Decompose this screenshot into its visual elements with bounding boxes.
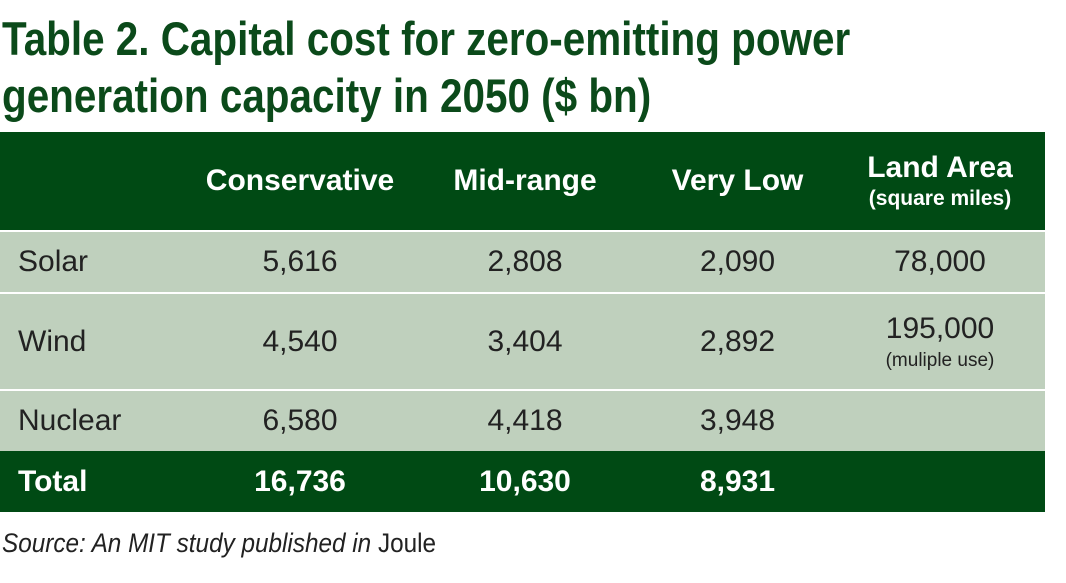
cell-very-low: 2,892 <box>699 324 776 358</box>
cell-conservative: 16,736 <box>254 464 346 498</box>
cell-mid-range: 2,808 <box>487 245 563 278</box>
cell-mid-range: 3,404 <box>487 324 563 358</box>
table-row-wind: Wind 4,540 3,404 2,892 195,000 (muliple … <box>0 292 1045 389</box>
header-land-area-label: Land Area <box>867 151 1013 184</box>
source-note: Source: An MIT study published in Joule <box>2 528 436 559</box>
source-prefix: Source: An MIT study published in <box>2 528 372 558</box>
cell-conservative: 5,616 <box>262 245 338 278</box>
row-label: Total <box>18 464 88 498</box>
cell-very-low: 3,948 <box>699 404 776 437</box>
header-land-area-unit: (square miles) <box>868 187 1012 210</box>
land-area-note: (muliple use) <box>885 349 995 371</box>
header-row: Conservative Mid-range Very Low Land Are… <box>0 132 1045 230</box>
header-mid-range: Mid-range <box>453 164 597 197</box>
cell-conservative: 4,540 <box>262 324 338 358</box>
cell-very-low: 8,931 <box>699 464 776 498</box>
source-journal: Joule <box>377 528 437 558</box>
cost-table: Conservative Mid-range Very Low Land Are… <box>0 132 1045 512</box>
cell-land-area: 195,000 (muliple use) <box>835 312 1045 372</box>
cell-conservative: 6,580 <box>262 404 338 437</box>
cell-very-low: 2,090 <box>699 245 776 278</box>
header-conservative: Conservative <box>205 164 395 197</box>
table-row-solar: Solar 5,616 2,808 2,090 78,000 <box>0 230 1045 292</box>
cell-land-area: 78,000 <box>894 245 986 278</box>
table-title: Table 2. Capital cost for zero-emitting … <box>2 10 850 124</box>
header-land-area: Land Area (square miles) <box>835 151 1045 211</box>
table-row-total: Total 16,736 10,630 8,931 <box>0 451 1045 512</box>
header-very-low: Very Low <box>671 164 804 197</box>
title-line-1: Table 2. Capital cost for zero-emitting … <box>2 12 851 65</box>
land-area-value: 195,000 <box>885 311 995 345</box>
row-label: Nuclear <box>18 404 122 437</box>
row-label: Solar <box>18 245 89 278</box>
row-label: Wind <box>18 324 87 358</box>
cell-mid-range: 4,418 <box>487 404 563 437</box>
cell-mid-range: 10,630 <box>479 464 571 498</box>
table-row-nuclear: Nuclear 6,580 4,418 3,948 <box>0 389 1045 451</box>
title-line-2: generation capacity in 2050 ($ bn) <box>2 69 652 122</box>
